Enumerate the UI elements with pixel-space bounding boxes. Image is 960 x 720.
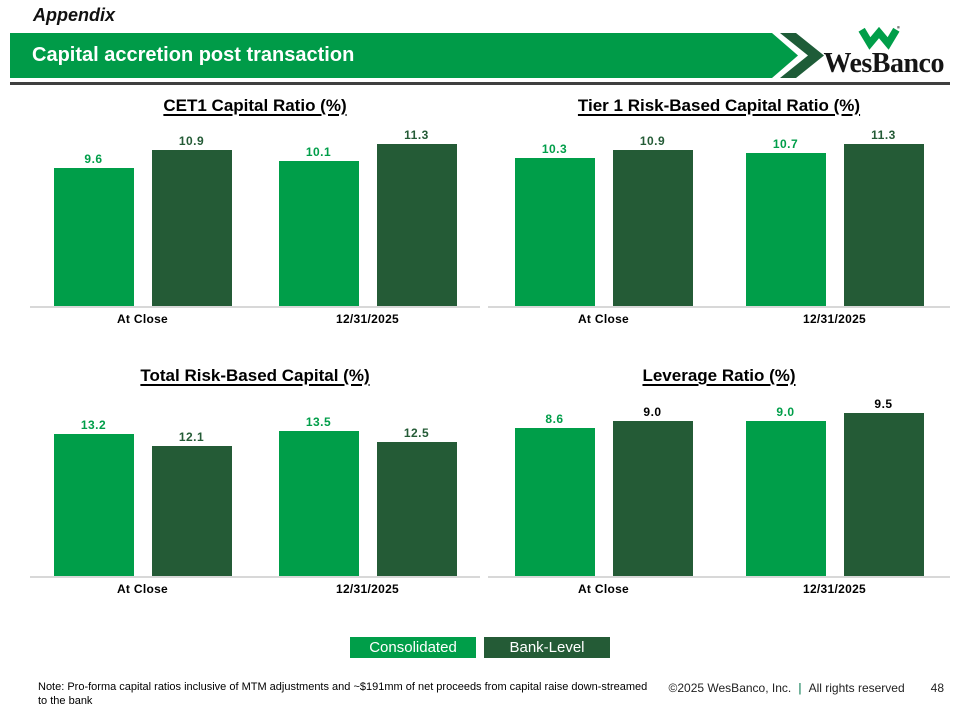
chart-total-risk-based-capital: Total Risk-Based Capital (%) 13.2 12.1 13.… [30,366,480,596]
bar-consolidated [53,168,134,306]
bar-value-label: 13.2 [80,418,107,433]
plot-area: 13.2 12.1 13.5 12.5 [30,388,480,578]
bar-with-label: 8.6 [514,412,595,576]
wesbanco-w-icon [858,26,900,55]
bar-value-label: 10.1 [305,145,332,160]
bar-value-label: 9.0 [643,405,662,420]
bar-value-label: 10.9 [178,133,205,148]
x-axis-label: 12/31/2025 [335,582,400,596]
plot-area: 8.6 9.0 9.0 9.5 [488,388,950,578]
bar-group: 9.6 10.9 [30,134,255,306]
bar-with-label: 12.5 [376,425,457,576]
chart-title: Tier 1 Risk-Based Capital Ratio (%) [577,96,861,115]
bar-bank-level [151,445,232,576]
page-number: 48 [930,681,944,695]
bar-value-label: 12.1 [178,429,205,444]
bar-group: 13.2 12.1 [30,418,255,576]
x-axis-labels: At Close 12/31/2025 [488,578,950,596]
bar-bank-level [151,149,232,306]
bar-bank-level [376,441,457,576]
bar-value-label: 9.5 [874,396,893,411]
bar-bank-level [612,149,693,306]
bar-value-label: 10.7 [772,136,799,151]
bar-bank-level [376,144,457,306]
bar-group: 10.3 10.9 [488,134,719,306]
bar-with-label: 13.2 [53,418,134,576]
bar-consolidated [745,421,826,576]
bar-with-label: 9.5 [843,396,924,576]
bar-with-label: 11.3 [376,128,457,306]
rights-text: All rights reserved [808,681,905,695]
section-label: Appendix [33,5,116,25]
bar-with-label: 12.1 [151,429,232,576]
x-axis-labels: At Close 12/31/2025 [488,308,950,326]
bar-value-label: 11.3 [404,128,429,143]
plot-area: 9.6 10.9 10.1 11.3 [30,118,480,308]
bar-with-label: 9.6 [53,152,134,306]
header-divider-line [10,82,950,85]
chart-title: CET1 Capital Ratio (%) [163,96,347,115]
bar-consolidated [278,161,359,306]
bar-consolidated [514,158,595,306]
bar-value-label: 13.5 [305,414,332,429]
chart-cet1-capital-ratio: CET1 Capital Ratio (%) 9.6 10.9 10.1 11.3 A… [30,96,480,326]
chart-title: Total Risk-Based Capital (%) [140,366,370,385]
bar-with-label: 9.0 [745,405,826,576]
bar-value-label: 10.3 [541,142,568,157]
bar-bank-level [843,412,924,576]
bar-value-label: 11.3 [871,128,896,143]
x-axis-label: At Close [116,312,169,326]
legend-item-bank-level: Bank-Level [484,637,610,658]
bar-value-label: 12.5 [403,425,430,440]
x-axis-label: At Close [116,582,169,596]
chart-legend: Consolidated Bank-Level [0,637,960,658]
banner-bar: Capital accretion post transaction [10,33,798,78]
bar-bank-level [843,144,924,306]
wesbanco-logo: WesBanco [796,26,946,80]
x-axis-label: At Close [577,312,630,326]
x-axis-labels: At Close 12/31/2025 [30,308,480,326]
bar-value-label: 8.6 [545,412,564,427]
bar-value-label: 10.9 [639,133,666,148]
plot-area: 10.3 10.9 10.7 11.3 [488,118,950,308]
bar-with-label: 11.3 [843,128,924,306]
footer-divider: | [798,681,802,695]
x-axis-labels: At Close 12/31/2025 [30,578,480,596]
bar-with-label: 10.7 [745,136,826,306]
chart-tier1-risk-based-capital-ratio: Tier 1 Risk-Based Capital Ratio (%) 10.3… [488,96,950,326]
bar-value-label: 9.0 [776,405,795,420]
footer: ©2025 WesBanco, Inc. | All rights reserv… [669,681,944,695]
x-axis-label: 12/31/2025 [802,312,867,326]
bar-with-label: 10.1 [278,145,359,306]
logo-wordmark: WesBanco [823,48,945,79]
bar-value-label: 9.6 [84,152,103,167]
bar-consolidated [278,430,359,576]
bar-consolidated [514,428,595,576]
bar-with-label: 10.9 [151,133,232,306]
legend-item-consolidated: Consolidated [350,637,476,658]
bar-group: 8.6 9.0 [488,405,719,576]
bar-consolidated [53,434,134,576]
copyright-text: ©2025 WesBanco, Inc. [668,681,792,695]
footnote: Note: Pro-forma capital ratios inclusive… [38,681,648,708]
x-axis-label: At Close [577,582,630,596]
bar-with-label: 10.9 [612,133,693,306]
title-banner: Capital accretion post transaction [10,33,824,78]
bar-with-label: 13.5 [278,414,359,576]
x-axis-label: 12/31/2025 [802,582,867,596]
bar-group: 13.5 12.5 [255,415,480,576]
bar-group: 10.7 11.3 [719,128,950,306]
x-axis-label: 12/31/2025 [335,312,400,326]
bar-group: 9.0 9.5 [719,397,950,576]
bar-consolidated [745,152,826,306]
bar-bank-level [612,421,693,576]
slide-title: Capital accretion post transaction [32,44,355,66]
bar-group: 10.1 11.3 [255,128,480,306]
bar-with-label: 10.3 [514,142,595,306]
chart-leverage-ratio: Leverage Ratio (%) 8.6 9.0 9.0 9.5 At Close… [488,366,950,596]
bar-with-label: 9.0 [612,405,693,576]
chart-title: Leverage Ratio (%) [642,366,796,385]
